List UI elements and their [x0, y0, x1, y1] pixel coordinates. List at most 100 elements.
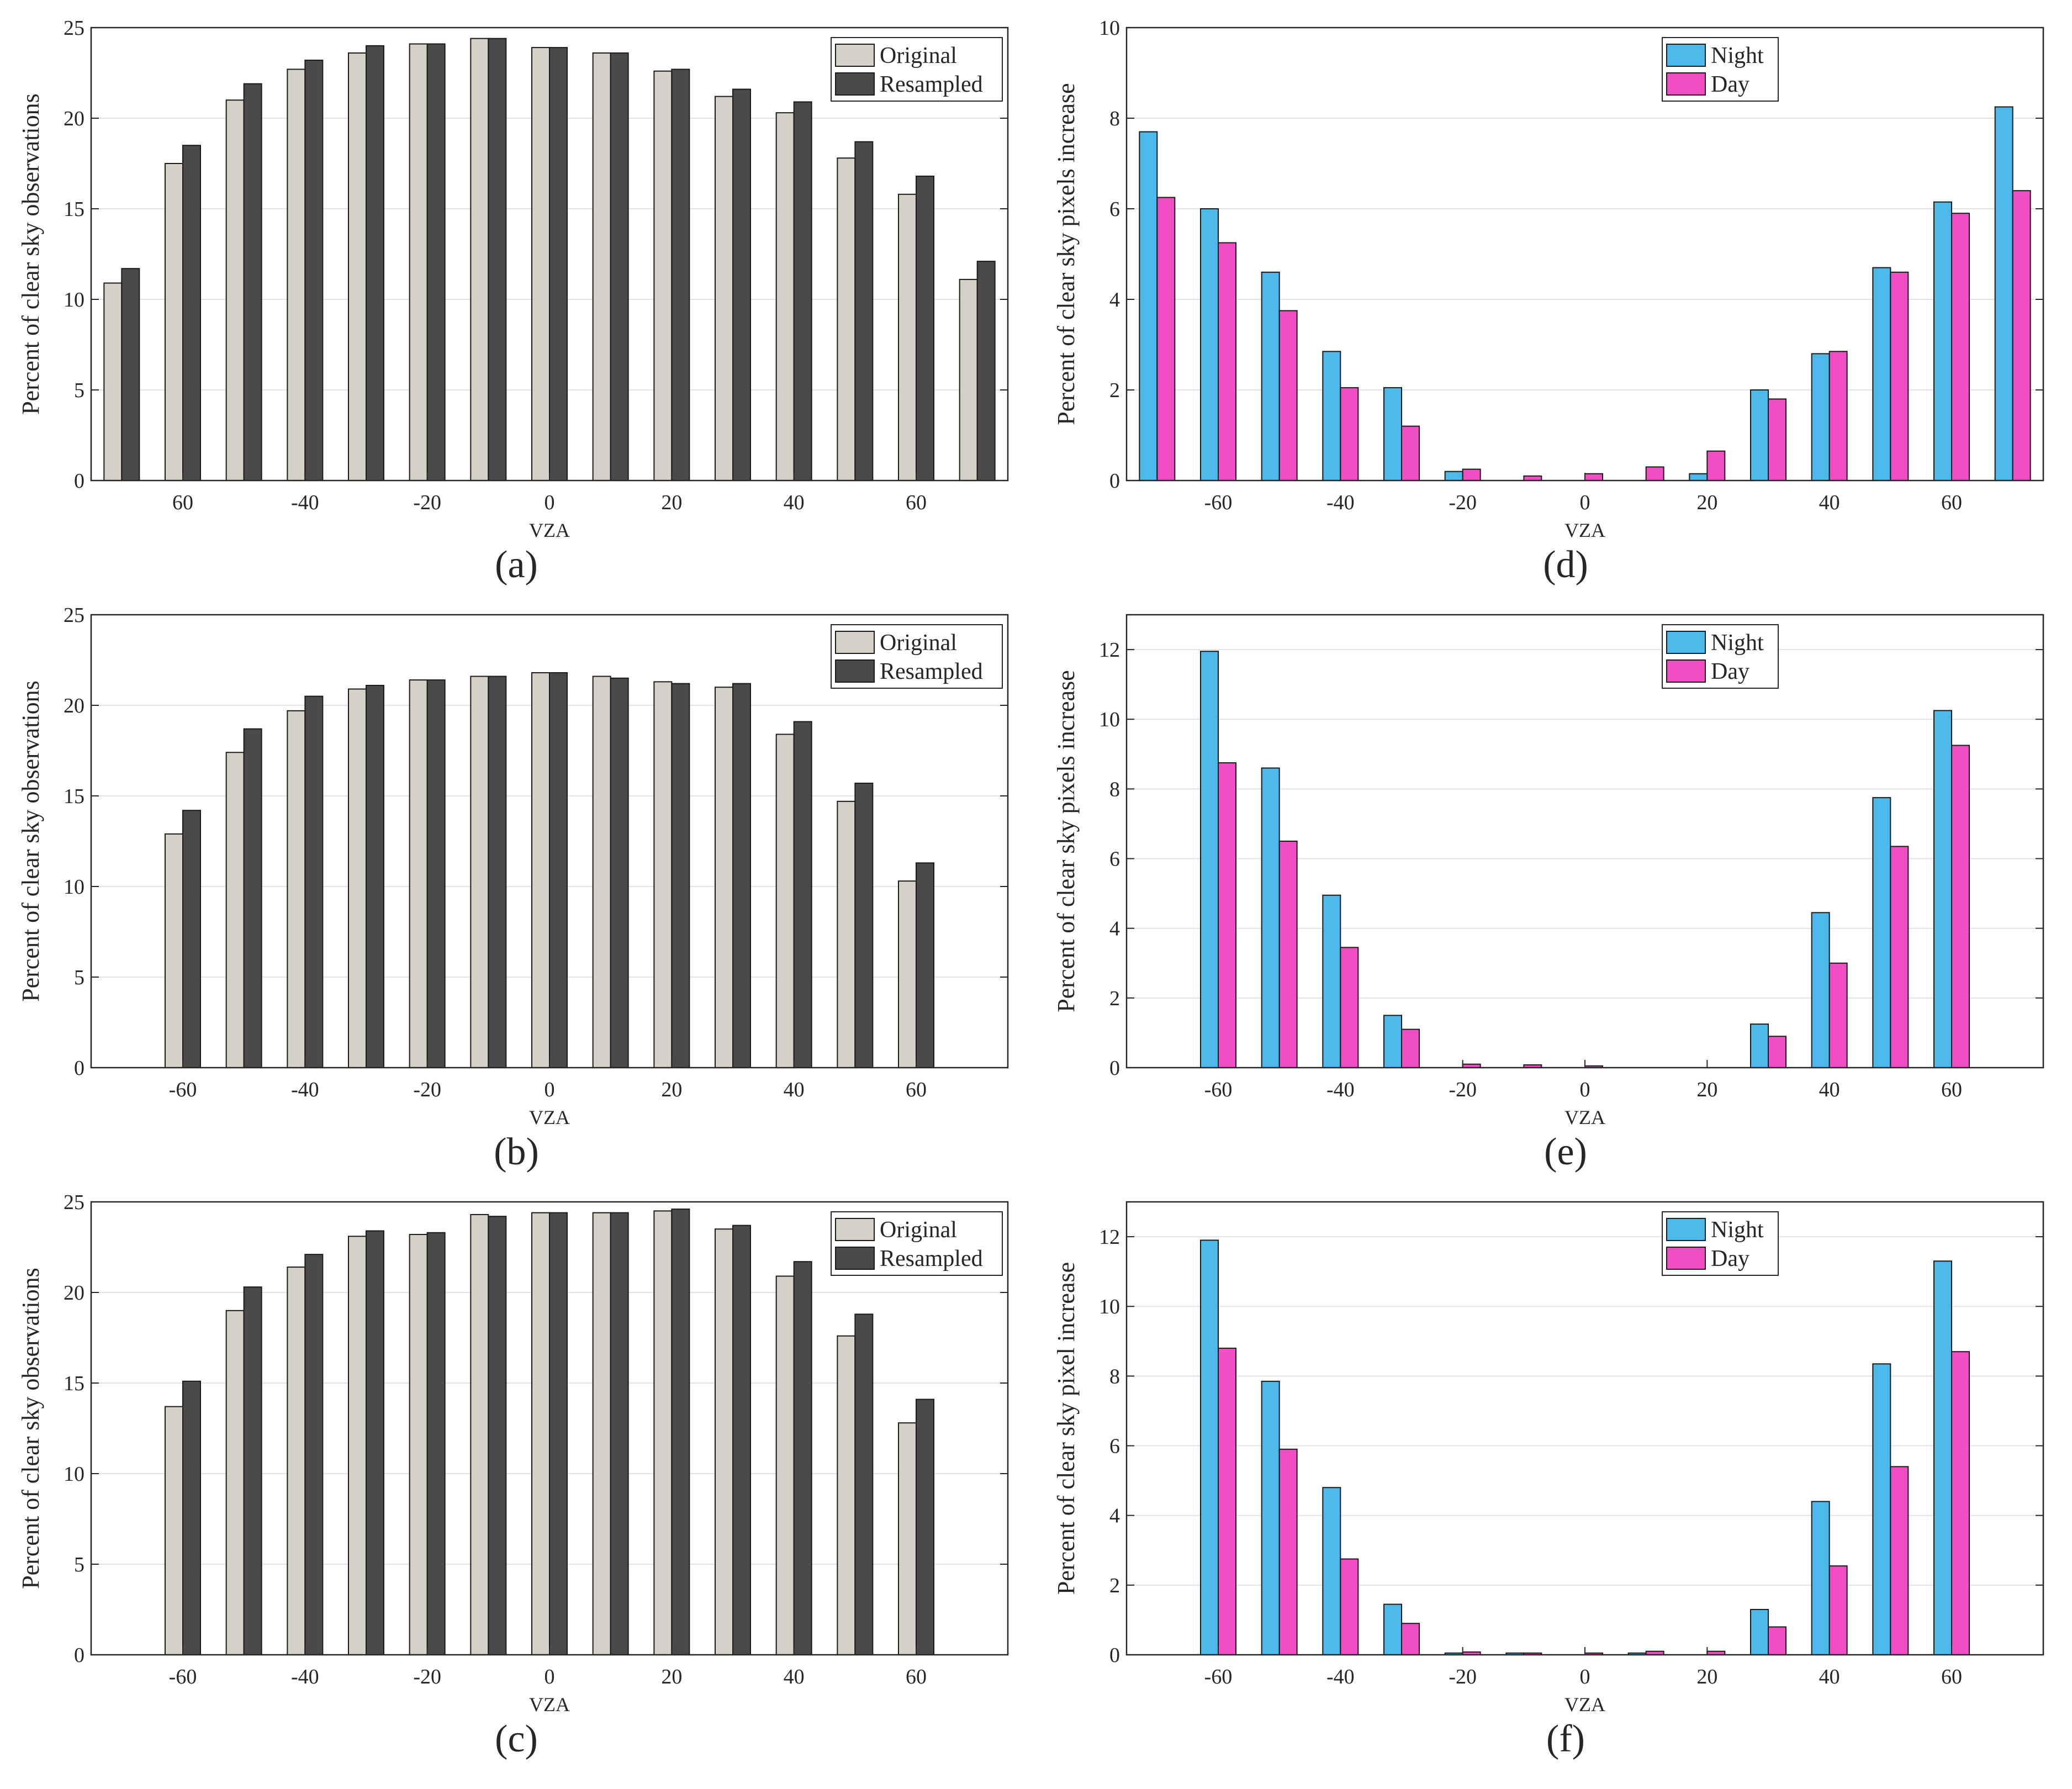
bar-original-50	[837, 157, 856, 482]
bar-day--30	[1401, 1623, 1420, 1655]
bar-original--20	[409, 43, 428, 481]
legend-label-night: Night	[1711, 630, 1764, 656]
bar-day-60	[1951, 1351, 1970, 1655]
y-tick-label: 10	[64, 1463, 84, 1486]
bar-original--10	[470, 38, 489, 482]
x-tick-label: 60	[1941, 1078, 1962, 1101]
bar-resampled-40	[793, 1261, 812, 1655]
y-axis-label: Percent of clear sky pixels increase	[1053, 83, 1080, 425]
legend-swatch-original	[835, 44, 875, 67]
legend-swatch-day	[1666, 72, 1706, 96]
bar-original--70	[103, 282, 123, 481]
bar-original--50	[225, 99, 245, 481]
bar-resampled--60	[182, 1380, 201, 1655]
x-tick-label: 60	[906, 491, 927, 514]
bar-original--10	[470, 676, 489, 1068]
bar-resampled-40	[793, 101, 812, 482]
y-tick-label: 0	[74, 1057, 84, 1080]
panel-label: (e)	[1544, 1131, 1587, 1173]
bar-original--30	[348, 688, 367, 1068]
bar-night-40	[1811, 353, 1830, 482]
bar-day--60	[1218, 1347, 1236, 1655]
bar-resampled-10	[610, 677, 629, 1069]
y-tick-label: 12	[1099, 1226, 1120, 1249]
y-tick-label: 6	[1109, 198, 1120, 221]
bar-day-60	[1951, 213, 1970, 481]
bar-original-10	[592, 1212, 611, 1655]
legend-label-day: Day	[1711, 659, 1749, 684]
legend-label-original: Original	[880, 630, 957, 656]
bar-resampled-50	[854, 141, 874, 481]
y-tick-label: 0	[1109, 1644, 1120, 1667]
x-tick-label: -40	[1326, 1665, 1355, 1688]
x-tick-label: 40	[1819, 1665, 1840, 1688]
bar-original--60	[165, 1406, 183, 1655]
bar-night--30	[1383, 1015, 1402, 1069]
bar-resampled--20	[426, 1232, 446, 1655]
x-tick-label: -60	[1204, 1665, 1233, 1688]
bar-resampled-0	[549, 47, 568, 481]
x-tick-label: 0	[1580, 491, 1590, 514]
x-tick-label: -40	[1326, 1078, 1355, 1101]
x-tick-label: 20	[661, 1665, 682, 1688]
legend-swatch-original	[835, 631, 875, 654]
bar-resampled--10	[488, 1216, 507, 1655]
y-tick-label: 25	[64, 604, 84, 627]
bar-original-20	[653, 70, 673, 482]
bar-original--40	[287, 1266, 306, 1656]
bar-night-20	[1689, 473, 1708, 482]
bar-day--40	[1340, 387, 1359, 482]
bar-original--10	[470, 1213, 489, 1655]
bar-resampled--50	[243, 83, 262, 481]
x-tick-label: -20	[1449, 1665, 1477, 1688]
x-tick-label: 60	[1941, 491, 1962, 514]
bar-resampled--60	[182, 145, 201, 481]
y-tick-label: 5	[74, 379, 84, 402]
y-tick-label: 20	[64, 694, 84, 717]
bar-day-40	[1828, 962, 1848, 1069]
bar-original-40	[775, 112, 795, 482]
x-tick-label: -40	[291, 1665, 319, 1688]
bar-original-60	[898, 880, 917, 1069]
y-axis-label: Percent of clear sky observations	[17, 680, 44, 1002]
bar-resampled-20	[671, 683, 690, 1068]
legend-swatch-resampled	[835, 72, 875, 96]
x-tick-label: 60	[906, 1078, 927, 1101]
legend-label-resampled: Resampled	[880, 1246, 983, 1271]
bar-night--30	[1383, 387, 1402, 482]
bar-night--40	[1322, 1487, 1341, 1655]
bar-day-10	[1645, 466, 1664, 482]
y-tick-label: 12	[1099, 638, 1120, 662]
bar-original--50	[225, 1310, 245, 1656]
bar-resampled-70	[976, 261, 996, 481]
y-axis-label: Percent of clear sky pixel increase	[1053, 1262, 1080, 1595]
y-tick-label: 10	[64, 288, 84, 312]
bar-day--60	[1218, 242, 1236, 481]
y-tick-label: 20	[64, 107, 84, 130]
y-tick-label: 2	[1109, 987, 1120, 1010]
bar-original-40	[775, 733, 795, 1068]
bar-day--50	[1278, 1448, 1298, 1656]
chart-panel-c: 0 5 10 15 20 25 -60 -40 -20 0 20 40 60 VZA Percent of …	[17, 1191, 1009, 1760]
bar-resampled--10	[488, 38, 507, 482]
bar-night-40	[1811, 1501, 1830, 1655]
bar-resampled--30	[366, 1230, 384, 1655]
bar-day-50	[1890, 846, 1909, 1068]
legend-swatch-original	[835, 1218, 875, 1241]
panel-label: (d)	[1543, 543, 1588, 586]
legend-label-night: Night	[1711, 43, 1764, 68]
bar-night--60	[1200, 1239, 1219, 1655]
x-tick-label: 0	[1580, 1665, 1590, 1688]
y-tick-label: 15	[64, 785, 84, 808]
legend-swatch-night	[1666, 631, 1706, 654]
bar-original-30	[715, 687, 733, 1068]
bar-day-50	[1890, 271, 1909, 481]
bar-resampled-60	[916, 1399, 934, 1656]
bar-original-50	[837, 1335, 856, 1655]
bar-day--60	[1218, 762, 1236, 1068]
y-tick-label: 6	[1109, 848, 1120, 871]
bar-day--70	[1156, 197, 1176, 481]
bar-resampled-50	[854, 783, 874, 1069]
bar-original-0	[531, 672, 550, 1068]
legend: Original Resampled	[831, 1211, 1003, 1276]
